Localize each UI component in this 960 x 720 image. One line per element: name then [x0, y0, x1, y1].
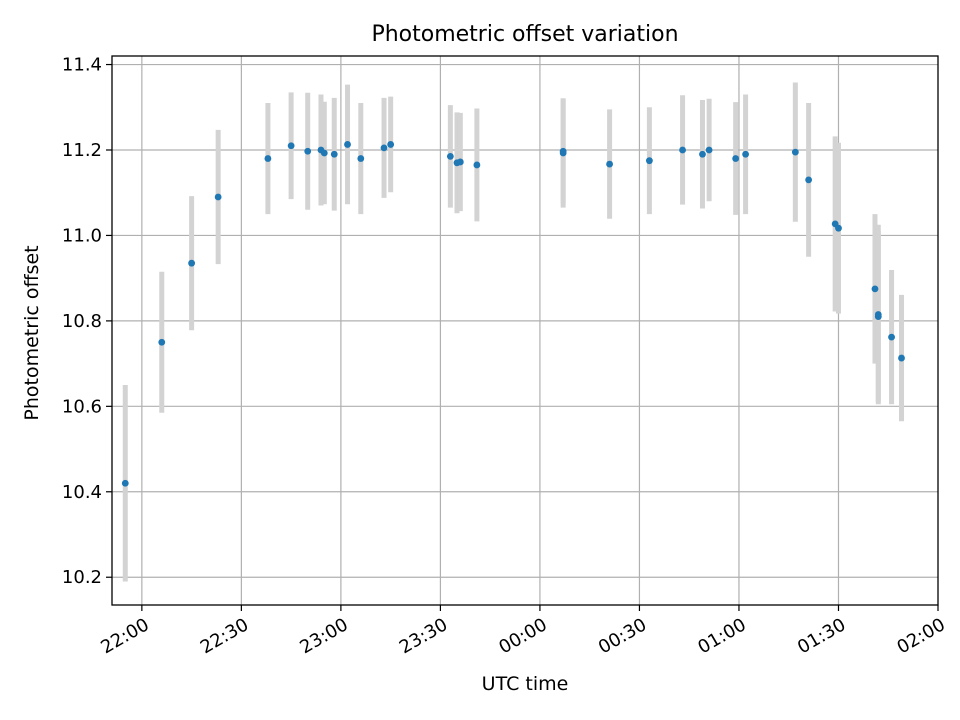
data-point — [320, 149, 328, 157]
grid-lines — [112, 56, 938, 605]
data-point — [679, 146, 686, 154]
data-point — [330, 150, 338, 158]
x-tick-label: 02:00 — [893, 614, 948, 658]
data-point — [699, 150, 706, 158]
data-point — [287, 142, 295, 150]
data-point — [705, 146, 713, 154]
data-point — [742, 150, 749, 158]
data-point — [874, 311, 882, 318]
data-point — [214, 193, 222, 201]
y-tick-label: 11.4 — [62, 55, 102, 76]
data-point — [158, 338, 166, 346]
y-tick-label: 10.8 — [62, 311, 102, 332]
x-tick-label: 01:00 — [694, 614, 749, 658]
x-tick-label: 00:00 — [495, 614, 550, 658]
data-point — [304, 147, 312, 155]
y-tick-label: 10.4 — [62, 482, 102, 503]
data-point — [645, 157, 653, 165]
data-point — [559, 147, 567, 155]
x-tick-label: 22:00 — [97, 614, 152, 658]
data-point — [446, 153, 454, 160]
data-point — [357, 155, 365, 162]
data-point — [473, 161, 481, 169]
data-point — [344, 141, 351, 148]
data-point — [188, 259, 196, 267]
x-axis-label: UTC time — [481, 673, 569, 695]
y-axis-label: Photometric offset — [21, 245, 43, 421]
data-point — [456, 158, 464, 166]
axis-ticks: 22:00 22:30 23:00 23:30 00:00 00:30 01:00 01:30… — [62, 55, 949, 659]
data-point — [121, 479, 129, 487]
y-tick-label: 11.2 — [62, 140, 102, 161]
data-point — [387, 141, 395, 148]
data-point — [805, 176, 813, 184]
x-tick-label: 23:30 — [396, 614, 451, 658]
y-tick-label: 11.0 — [62, 225, 102, 246]
data-point — [835, 224, 842, 232]
data-point — [898, 354, 905, 362]
data-point — [606, 160, 613, 168]
data-point — [732, 155, 740, 162]
y-tick-label: 10.6 — [62, 396, 102, 417]
x-tick-label: 23:00 — [296, 614, 351, 658]
axes-frame — [111, 55, 939, 606]
data-points — [121, 141, 905, 487]
data-point — [871, 285, 879, 293]
data-point — [264, 155, 272, 162]
x-tick-label: 01:30 — [794, 614, 849, 658]
data-point — [888, 333, 895, 341]
y-tick-label: 10.2 — [62, 567, 102, 588]
x-tick-label: 22:30 — [197, 614, 252, 658]
chart-title: Photometric offset variation — [371, 22, 679, 47]
data-point — [380, 144, 388, 152]
data-point — [791, 148, 799, 156]
x-tick-label: 00:30 — [595, 614, 650, 658]
